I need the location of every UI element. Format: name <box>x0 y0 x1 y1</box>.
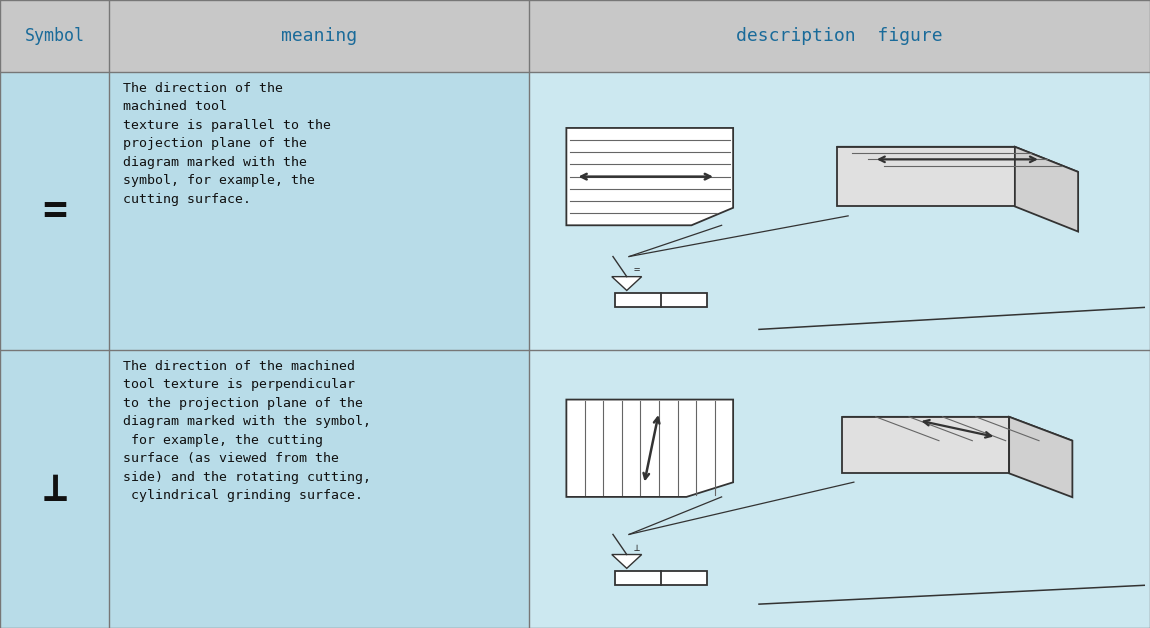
Polygon shape <box>612 276 642 290</box>
Bar <box>615 571 707 585</box>
Polygon shape <box>842 417 1010 474</box>
Polygon shape <box>566 128 734 225</box>
Polygon shape <box>612 555 642 568</box>
Text: The direction of the
machined tool
texture is parallel to the
projection plane o: The direction of the machined tool textu… <box>123 82 331 205</box>
Bar <box>529 350 1150 628</box>
Bar <box>0 0 1150 72</box>
Bar <box>529 72 1150 350</box>
Polygon shape <box>1015 147 1079 232</box>
Polygon shape <box>1010 417 1072 497</box>
Polygon shape <box>842 417 1072 441</box>
Bar <box>615 293 707 307</box>
Bar <box>0 72 1150 350</box>
Polygon shape <box>836 147 1079 172</box>
Text: ⊥: ⊥ <box>43 468 67 510</box>
Text: description  figure: description figure <box>736 27 943 45</box>
Polygon shape <box>566 399 734 497</box>
Text: meaning: meaning <box>281 27 358 45</box>
Bar <box>0 350 1150 628</box>
Text: =: = <box>43 190 67 232</box>
Text: Symbol: Symbol <box>24 27 85 45</box>
Text: The direction of the machined
tool texture is perpendicular
to the projection pl: The direction of the machined tool textu… <box>123 359 371 502</box>
Text: ⊥: ⊥ <box>634 543 639 553</box>
Polygon shape <box>836 147 1015 207</box>
Text: =: = <box>634 266 639 275</box>
